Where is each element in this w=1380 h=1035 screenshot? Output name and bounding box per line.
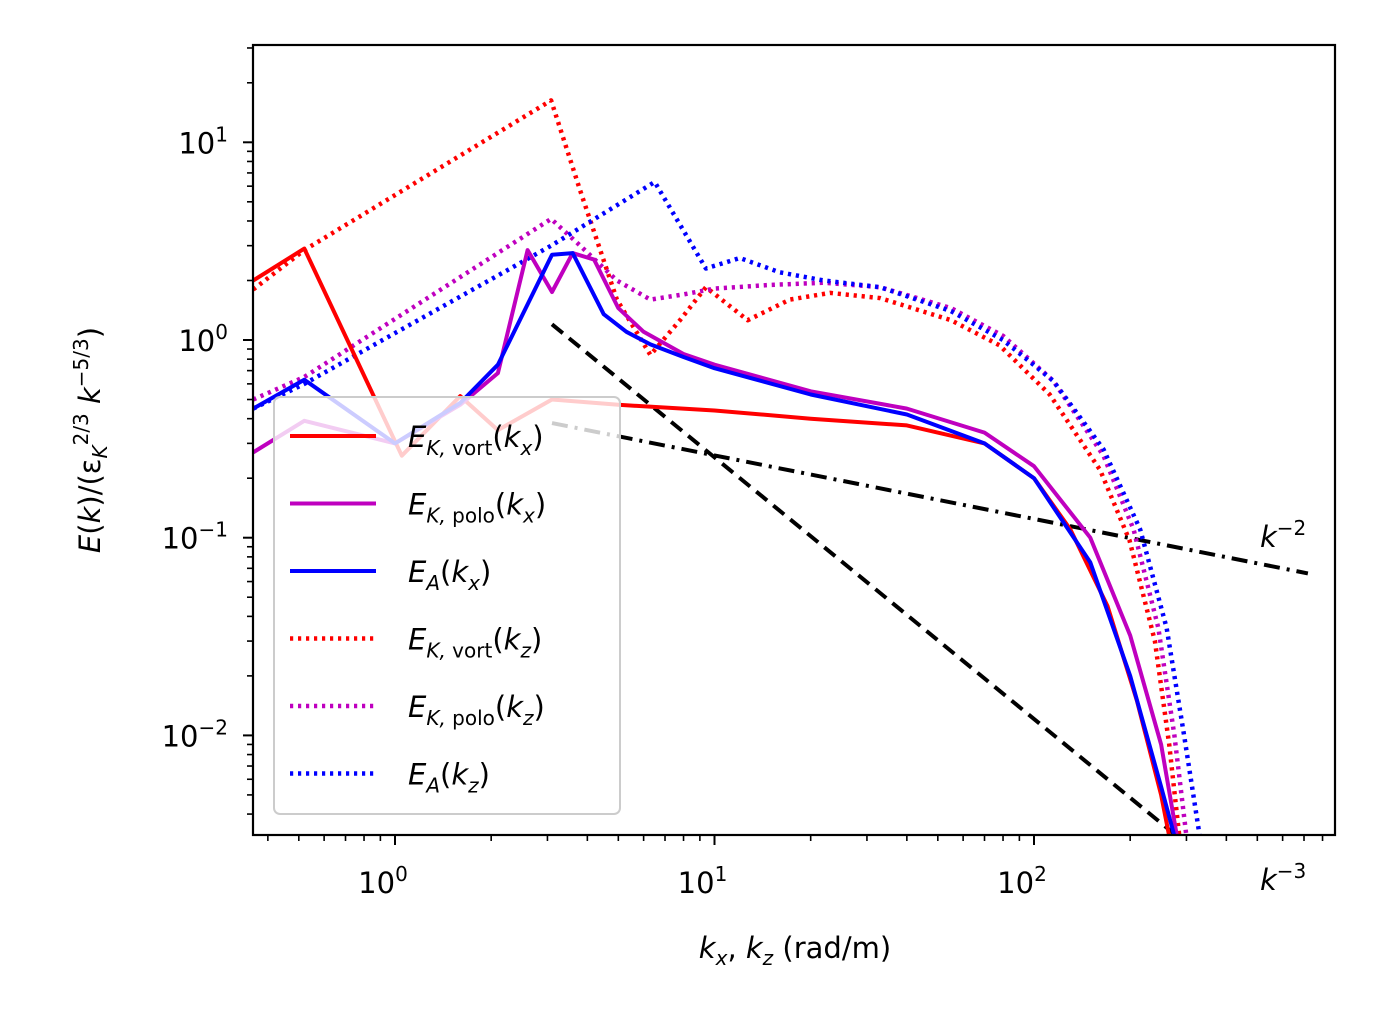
legend-label: EK, polo(kz) [408,690,545,730]
y-axis-ticks [243,47,253,815]
reference-lines [550,322,1309,835]
x-tick-label: 101 [678,862,728,900]
legend-item: EK, vort(kz) [290,623,542,663]
legend: EK, vort(kx) EK, polo(kx) EA(kx) EK, vort(k… [273,396,621,815]
reference-label-k-2: k−2 [1260,516,1306,554]
y-tick-label: 100 [178,320,228,358]
reference-line-labels: k−3 k−2 [1260,516,1306,897]
legend-box [273,396,621,815]
y-tick-label: 10−1 [162,518,228,556]
legend-item: EK, polo(kx) [290,488,546,528]
legend-label: EK, polo(kx) [408,488,546,528]
x-tick-label: 100 [358,862,408,900]
reference-label-k-3: k−3 [1260,859,1306,897]
x-axis-tick-labels: 100 101 102 [358,862,1047,900]
legend-label: EK, vort(kz) [408,623,542,663]
legend-item: EK, polo(kz) [290,690,545,730]
y-axis-tick-labels: 101 100 10−1 10−2 [162,122,228,753]
legend-item: EA(kx) [290,555,491,595]
reference-line-k-2 [551,421,1309,576]
legend-label: EA(kx) [408,555,491,595]
legend-label: EA(kz) [408,758,490,798]
plot-frame [251,43,1337,837]
legend-item: EA(kz) [290,758,490,798]
y-axis-label-group: E(k)/(εK2/3 k−5/3) [69,327,112,553]
x-axis-ticks [267,835,1324,845]
legend-item: EK, vort(kx) [290,420,544,460]
reference-line-k-3 [550,322,1179,835]
legend-label: EK, vort(kx) [408,420,544,460]
y-tick-label: 101 [178,122,228,160]
y-axis-label: E(k)/(εK2/3 k−5/3) [69,327,112,553]
x-axis-label: kx, kz (rad/m) [699,931,891,970]
x-tick-label: 102 [997,862,1047,900]
y-tick-label: 10−2 [162,715,228,753]
series-line-3 [253,98,1182,835]
series-line-1 [253,248,1179,835]
